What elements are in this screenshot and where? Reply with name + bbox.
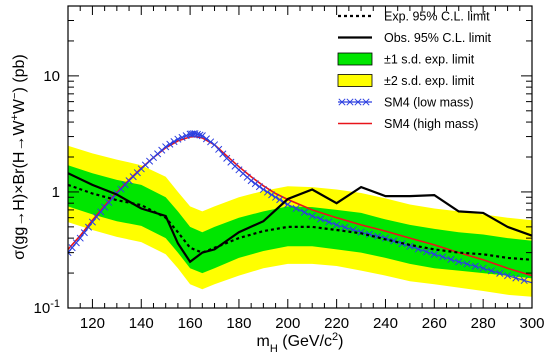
sm4-low-mass-marker xyxy=(325,218,333,226)
sm4-low-mass-marker xyxy=(308,212,316,220)
sm4-low-mass-marker xyxy=(512,274,520,282)
sm4-low-mass-marker xyxy=(471,262,479,270)
x-tick-label: 180 xyxy=(226,315,251,332)
legend-label-sm4_low: SM4 (low mass) xyxy=(384,96,474,110)
sm4-low-mass-marker xyxy=(447,255,455,263)
sm4-low-mass-marker xyxy=(520,276,528,285)
x-tick-label: 140 xyxy=(129,315,154,332)
sm4-low-mass-marker xyxy=(162,143,170,151)
sm4-low-mass-marker xyxy=(381,234,390,242)
sm4-low-mass-marker xyxy=(93,213,101,221)
legend-swatch-band2 xyxy=(337,74,373,87)
legend: Exp. 95% C.L. limit Obs. 95% C.L. limit ±1… xyxy=(337,10,492,131)
sm4-low-mass-marker xyxy=(487,267,496,275)
sm4-low-mass-marker xyxy=(479,264,487,272)
sm4-low-mass-marker xyxy=(263,188,272,196)
legend-marker-sm4-low xyxy=(346,98,354,106)
legend-label-band2: ±2 s.d. exp. limit xyxy=(384,74,475,88)
legend-marker-sm4-low xyxy=(338,98,346,106)
x-tick-label: 260 xyxy=(422,315,447,332)
sm4-low-mass-marker xyxy=(97,208,105,216)
sm4-low-mass-marker xyxy=(259,185,267,194)
legend-label-observed: Obs. 95% C.L. limit xyxy=(384,31,492,45)
sm4-low-mass-marker xyxy=(430,250,438,258)
sm4-low-mass-marker xyxy=(76,234,84,242)
sm4-low-mass-marker xyxy=(182,132,190,140)
sm4-low-mass-marker xyxy=(496,269,504,277)
plot-area xyxy=(68,130,532,297)
sm4-low-mass-marker xyxy=(88,218,96,226)
x-tick-label: 160 xyxy=(178,315,203,332)
sm4-low-mass-marker xyxy=(196,131,204,139)
x-tick-label: 120 xyxy=(80,315,105,332)
sm4-low-mass-marker xyxy=(166,140,174,148)
legend-swatch-band1 xyxy=(337,52,373,66)
x-tick-label: 240 xyxy=(373,315,398,332)
sm4-low-mass-marker xyxy=(300,208,308,216)
y-tick-label: 10 xyxy=(43,68,60,85)
sm4-low-mass-marker xyxy=(84,223,93,231)
sm4-low-mass-marker xyxy=(191,130,199,138)
sm4-low-mass-marker xyxy=(292,204,300,212)
sm4-low-mass-marker xyxy=(268,191,276,199)
sm4-low-mass-marker xyxy=(333,221,341,229)
one-sigma-band xyxy=(68,165,532,279)
legend-marker-sm4-low xyxy=(354,98,362,106)
legend-label-sm4_high: SM4 (high mass) xyxy=(384,117,478,131)
sm4-low-mass-marker xyxy=(198,132,206,140)
sm4-low-mass-marker xyxy=(170,138,178,146)
x-axis: 120 140 160 180 200 220 240 260 280 300 xyxy=(67,6,545,332)
sm4-low-mass-marker xyxy=(422,248,431,256)
x-tick-label: 280 xyxy=(471,315,496,332)
plot-content xyxy=(68,130,532,297)
sm4-low-mass-marker xyxy=(455,258,463,266)
x-tick-label: 300 xyxy=(519,315,544,332)
sm4-low-mass-marker xyxy=(193,130,202,138)
sm4-low-mass-marker xyxy=(463,260,471,268)
sm4-low-mass-marker xyxy=(341,223,349,231)
x-tick-label: 220 xyxy=(324,315,349,332)
sm4-low-mass-marker xyxy=(255,183,264,191)
sm4-low-mass-marker xyxy=(178,133,186,141)
sm4-low-mass-marker xyxy=(504,272,512,280)
legend-label-band1: ±1 s.d. exp. limit xyxy=(384,53,475,67)
sm4-low-mass-marker xyxy=(68,249,72,257)
y-axis-title: σ(gg→H)×Br(H→W+W−) (pb) xyxy=(9,54,28,259)
sm4-low-mass-marker xyxy=(188,130,196,138)
sm4-low-mass-marker xyxy=(316,215,325,223)
y-tick-label: 1 xyxy=(52,184,60,201)
observed-limit-line xyxy=(68,172,532,264)
sm4-low-mass-marker xyxy=(247,177,255,185)
sm4-low-mass-marker xyxy=(390,237,398,245)
sm4-low-mass-marker xyxy=(207,138,215,146)
legend-label-expected: Exp. 95% C.L. limit xyxy=(384,10,490,24)
sm4-low-mass-marker xyxy=(276,196,284,204)
sm4-low-mass-marker xyxy=(272,193,280,201)
sm4-low-mass-marker xyxy=(251,180,259,188)
sm4-low-mass-marker xyxy=(365,230,373,238)
sm4-low-mass-marker xyxy=(68,244,76,252)
legend-marker-sm4-low xyxy=(362,98,370,106)
sm4-low-mass-marker xyxy=(439,253,447,261)
sm4-low-mass-marker xyxy=(72,239,80,247)
x-tick-label: 200 xyxy=(275,315,300,332)
sm4-low-mass-marker xyxy=(202,135,211,143)
sm4-low-mass-marker xyxy=(80,229,88,237)
sm4-low-mass-marker xyxy=(174,135,182,143)
